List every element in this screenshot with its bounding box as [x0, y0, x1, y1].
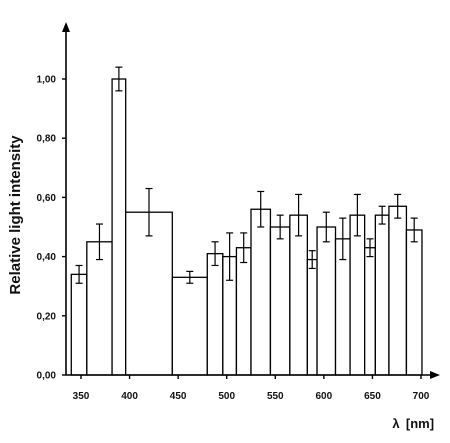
- y-tick-label: 0,00: [37, 371, 57, 382]
- chart-bar: [250, 208, 272, 376]
- chart-bar: [306, 258, 318, 376]
- chart-bar: [206, 252, 224, 376]
- x-ticks-layer: 350 400 450 500 550 600 650 700: [73, 375, 430, 402]
- chart-bar: [364, 247, 376, 376]
- y-tick-label: 0,40: [37, 252, 57, 263]
- y-tick-label: 0,20: [37, 311, 57, 322]
- error-bar: [339, 217, 347, 261]
- error-bar: [115, 66, 123, 92]
- chart-bar: [349, 214, 366, 376]
- x-tick-label: 600: [316, 391, 333, 402]
- x-tick-label: 700: [413, 391, 430, 402]
- error-bar: [378, 205, 386, 225]
- chart-bar: [289, 214, 308, 376]
- chart-bar: [316, 226, 337, 376]
- x-tick-label: 400: [121, 391, 138, 402]
- chart-bar: [388, 205, 408, 376]
- chart-bar: [269, 226, 291, 376]
- chart-bar: [374, 214, 390, 376]
- chart-bar: [235, 247, 252, 376]
- error-bar: [186, 270, 194, 284]
- y-ticks-layer: 0,00 0,20 0,40 0,60 0,80 1,00: [37, 75, 66, 382]
- chart-bar: [171, 276, 208, 376]
- error-bar: [276, 214, 284, 240]
- error-bar: [394, 193, 402, 219]
- y-tick-label: 0,60: [37, 193, 57, 204]
- x-tick-label: 500: [218, 391, 235, 402]
- error-bar: [257, 190, 265, 228]
- y-tick-label: 0,80: [37, 134, 57, 145]
- x-tick-label: 650: [364, 391, 381, 402]
- error-bar: [240, 232, 248, 264]
- chart-bar: [125, 211, 173, 376]
- error-bar: [366, 238, 374, 258]
- y-tick-label: 1,00: [37, 75, 57, 86]
- error-bar: [295, 193, 303, 237]
- error-bars-layer: [75, 66, 418, 284]
- y-axis-label: Relative light intensity: [7, 135, 24, 295]
- chart-bar: [86, 241, 113, 376]
- error-bar: [145, 187, 153, 237]
- chart-bar: [111, 78, 127, 376]
- x-axis-unit: [nm]: [406, 416, 434, 431]
- error-bar: [75, 264, 83, 284]
- bars-layer: [70, 78, 423, 376]
- error-bar: [95, 223, 103, 261]
- x-axis-symbol: λ: [392, 416, 400, 431]
- y-axis-arrow: [62, 22, 70, 32]
- error-bar: [308, 250, 316, 270]
- x-axis-arrow: [430, 371, 440, 379]
- error-bar: [322, 211, 330, 243]
- x-tick-label: 450: [170, 391, 187, 402]
- error-bar: [410, 217, 418, 243]
- x-tick-label: 550: [267, 391, 284, 402]
- chart-bar: [405, 229, 423, 376]
- chart-bar: [70, 273, 88, 376]
- x-tick-label: 350: [73, 391, 90, 402]
- error-bar: [353, 193, 361, 237]
- error-bar: [211, 241, 219, 267]
- error-bar: [226, 232, 234, 281]
